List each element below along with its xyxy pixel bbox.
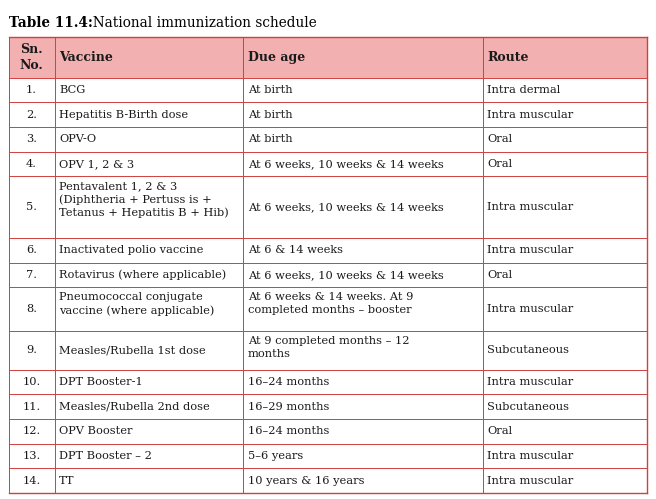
Bar [9,78,647,102]
Text: 13.: 13. [22,451,41,461]
Text: 3.: 3. [26,134,37,144]
Text: DPT Booster – 2: DPT Booster – 2 [59,451,152,461]
Text: Intra muscular: Intra muscular [487,202,573,212]
Text: Pentavalent 1, 2 & 3
(Diphtheria + Pertuss is +
Tetanus + Hepatitis B + Hib): Pentavalent 1, 2 & 3 (Diphtheria + Pertu… [59,181,229,219]
Text: At birth: At birth [247,85,292,95]
Text: At 6 & 14 weeks: At 6 & 14 weeks [247,246,342,255]
Text: 4.: 4. [26,159,37,169]
Text: At 6 weeks, 10 weeks & 14 weeks: At 6 weeks, 10 weeks & 14 weeks [247,159,443,169]
Bar [9,127,647,152]
Text: Rotavirus (where applicable): Rotavirus (where applicable) [59,269,226,280]
Bar [9,370,647,394]
Text: 16–29 months: 16–29 months [247,402,329,412]
Text: Hepatitis B-Birth dose: Hepatitis B-Birth dose [59,110,188,120]
Text: 16–24 months: 16–24 months [247,377,329,387]
Bar [9,469,647,493]
Text: 10 years & 16 years: 10 years & 16 years [247,476,364,486]
Text: Oral: Oral [487,159,512,169]
Text: BCG: BCG [59,85,85,95]
Text: 6.: 6. [26,246,37,255]
Text: Oral: Oral [487,134,512,144]
Text: 11.: 11. [22,402,41,412]
Text: Measles/Rubella 1st dose: Measles/Rubella 1st dose [59,345,206,355]
Text: Route: Route [487,51,529,64]
Bar [9,287,647,331]
Bar [9,394,647,419]
Text: Intra muscular: Intra muscular [487,377,573,387]
Bar [9,102,647,127]
Bar [9,444,647,469]
Text: 5–6 years: 5–6 years [247,451,303,461]
Text: National immunization schedule: National immunization schedule [84,16,317,30]
Bar [9,331,647,370]
Text: Intra muscular: Intra muscular [487,110,573,120]
Text: 14.: 14. [22,476,41,486]
Text: Table 11.4:: Table 11.4: [9,16,92,30]
Text: Intra muscular: Intra muscular [487,246,573,255]
Text: At birth: At birth [247,134,292,144]
Bar [9,37,647,78]
Text: 7.: 7. [26,270,37,280]
Bar [9,262,647,287]
Text: 5.: 5. [26,202,37,212]
Text: OPV 1, 2 & 3: OPV 1, 2 & 3 [59,159,134,169]
Text: Measles/Rubella 2nd dose: Measles/Rubella 2nd dose [59,402,210,412]
Text: TT: TT [59,476,75,486]
Bar [9,238,647,262]
Text: OPV Booster: OPV Booster [59,426,133,437]
Text: 8.: 8. [26,304,37,314]
Bar [9,176,647,238]
Text: Subcutaneous: Subcutaneous [487,345,569,355]
Text: At 6 weeks, 10 weeks & 14 weeks: At 6 weeks, 10 weeks & 14 weeks [247,202,443,212]
Text: Oral: Oral [487,426,512,437]
Text: Intra muscular: Intra muscular [487,451,573,461]
Text: Pneumococcal conjugate
vaccine (where applicable): Pneumococcal conjugate vaccine (where ap… [59,292,215,316]
Text: Oral: Oral [487,270,512,280]
Text: Intra dermal: Intra dermal [487,85,560,95]
Text: Inactivated polio vaccine: Inactivated polio vaccine [59,246,203,255]
Text: DPT Booster-1: DPT Booster-1 [59,377,143,387]
Text: Sn.
No.: Sn. No. [20,43,43,72]
Text: OPV-O: OPV-O [59,134,96,144]
Text: 16–24 months: 16–24 months [247,426,329,437]
Text: Intra muscular: Intra muscular [487,304,573,314]
Text: Due age: Due age [247,51,305,64]
Text: Intra muscular: Intra muscular [487,476,573,486]
Bar [9,419,647,444]
Text: At birth: At birth [247,110,292,120]
Text: 10.: 10. [22,377,41,387]
Bar [9,152,647,176]
Text: 9.: 9. [26,345,37,355]
Text: 1.: 1. [26,85,37,95]
Text: 12.: 12. [22,426,41,437]
Text: At 6 weeks, 10 weeks & 14 weeks: At 6 weeks, 10 weeks & 14 weeks [247,270,443,280]
Text: Vaccine: Vaccine [59,51,113,64]
Text: Subcutaneous: Subcutaneous [487,402,569,412]
Text: 2.: 2. [26,110,37,120]
Text: At 6 weeks & 14 weeks. At 9
completed months – booster: At 6 weeks & 14 weeks. At 9 completed mo… [247,292,413,315]
Text: At 9 completed months – 12
months: At 9 completed months – 12 months [247,336,409,359]
